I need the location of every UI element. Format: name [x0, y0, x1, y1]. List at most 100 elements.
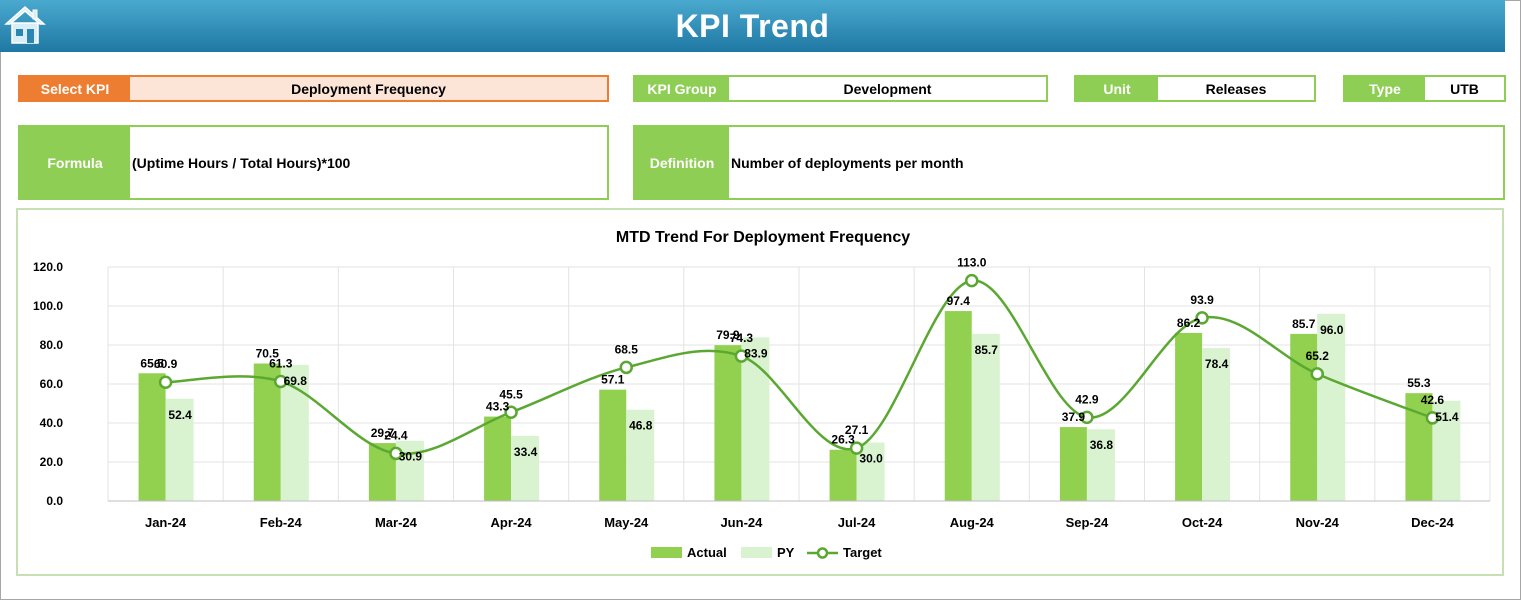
target-point — [1425, 411, 1440, 425]
header-bar: KPI Trend — [0, 0, 1505, 52]
data-label-target: 27.1 — [845, 423, 869, 437]
kpi-group-label: KPI Group — [635, 77, 729, 100]
unit-field: Unit Releases — [1074, 75, 1316, 102]
chart-panel: MTD Trend For Deployment Frequency 65.5 5… — [16, 208, 1504, 576]
bar-actual — [138, 373, 166, 501]
select-kpi-dropdown[interactable]: Deployment Frequency — [130, 77, 607, 100]
target-point — [1310, 367, 1324, 381]
legend-label-actual: Actual — [687, 545, 727, 560]
unit-value: Releases — [1205, 80, 1267, 97]
legend-swatch-actual — [651, 547, 682, 558]
data-label-actual: 55.3 — [1407, 376, 1431, 390]
select-kpi-field: Select KPI Deployment Frequency — [18, 75, 609, 102]
data-label-actual: 70.5 — [256, 347, 280, 361]
data-label-target: 74.3 — [730, 331, 754, 345]
data-label-py: 85.7 — [975, 343, 999, 357]
data-label-target: 65.2 — [1306, 349, 1330, 363]
kpi-group-value: Development — [843, 80, 932, 97]
select-kpi-label: Select KPI — [20, 77, 130, 100]
target-point — [734, 349, 749, 363]
bar-actual — [599, 389, 627, 501]
bar-py — [971, 333, 1000, 501]
data-label-target: 60.9 — [154, 357, 178, 371]
bar-actual — [1175, 332, 1203, 501]
bar-py — [1317, 313, 1346, 501]
type-value: UTB — [1450, 80, 1479, 97]
x-tick-label: Oct-24 — [1182, 515, 1223, 530]
target-point — [274, 374, 288, 389]
x-tick-label: Apr-24 — [490, 515, 532, 530]
x-tick-label: Jun-24 — [720, 515, 763, 530]
bar-actual — [944, 311, 972, 501]
data-label-py: 30.9 — [399, 450, 423, 464]
data-label-py: 33.4 — [514, 445, 538, 459]
data-label-py: 96.0 — [1320, 323, 1344, 337]
legend-label-target: Target — [843, 545, 882, 560]
formula-value: (Uptime Hours / Total Hours)*100 — [132, 154, 351, 171]
x-tick-label: Aug-24 — [950, 515, 995, 530]
type-label: Type — [1345, 77, 1425, 100]
data-label-target: 24.4 — [384, 428, 408, 442]
bar-py — [626, 409, 655, 501]
target-point — [849, 441, 864, 455]
home-icon[interactable] — [4, 4, 46, 46]
x-tick-label: Feb-24 — [260, 515, 303, 530]
mtd-trend-chart: MTD Trend For Deployment Frequency 65.5 5… — [33, 229, 1491, 560]
x-tick-label: Nov-24 — [1296, 515, 1340, 530]
y-tick-label: 80.0 — [40, 338, 64, 352]
y-tick-label: 100.0 — [33, 299, 63, 313]
data-label-py: 51.4 — [1435, 410, 1459, 424]
definition-value: Number of deployments per month — [731, 154, 964, 171]
y-tick-label: 20.0 — [40, 455, 64, 469]
definition-label: Definition — [635, 127, 729, 198]
x-tick-label: Jan-24 — [145, 515, 187, 530]
definition-field: Definition Number of deployments per mon… — [633, 125, 1505, 200]
data-label-actual: 57.1 — [601, 373, 625, 387]
bar-py — [1202, 348, 1231, 501]
data-label-py: 78.4 — [1205, 357, 1229, 371]
bar-actual — [1059, 427, 1087, 501]
data-label-actual: 79.9 — [716, 328, 740, 342]
data-label-py: 83.9 — [744, 346, 768, 360]
x-tick-label: Jul-24 — [838, 515, 876, 530]
y-tick-label: 40.0 — [40, 416, 64, 430]
data-label-target: 113.0 — [957, 256, 987, 270]
target-point — [389, 446, 403, 461]
bar-py — [1086, 429, 1115, 501]
data-label-actual: 97.4 — [947, 294, 971, 308]
data-label-py: 69.8 — [284, 374, 308, 388]
y-tick-label: 0.0 — [46, 494, 63, 508]
x-tick-label: Sep-24 — [1066, 515, 1109, 530]
bar-actual — [484, 416, 512, 501]
target-point — [619, 360, 633, 375]
data-label-actual: 86.2 — [1177, 316, 1201, 330]
data-label-target: 68.5 — [615, 342, 639, 356]
page-title: KPI Trend — [675, 7, 830, 44]
y-tick-label: 60.0 — [40, 377, 64, 391]
data-label-target: 45.5 — [499, 387, 523, 401]
data-label-actual: 29.7 — [371, 426, 395, 440]
target-point — [1195, 311, 1209, 325]
data-label-target: 42.6 — [1421, 393, 1445, 407]
data-label-py: 30.0 — [859, 452, 883, 466]
formula-label: Formula — [20, 127, 130, 198]
formula-field: Formula (Uptime Hours / Total Hours)*100 — [18, 125, 609, 200]
y-tick-label: 120.0 — [33, 260, 63, 274]
bar-actual — [1405, 393, 1433, 501]
x-tick-label: Mar-24 — [375, 515, 418, 530]
data-label-actual: 43.3 — [486, 400, 510, 414]
data-label-actual: 26.3 — [831, 433, 855, 447]
legend-swatch-py — [741, 547, 772, 558]
data-label-target: 42.9 — [1075, 392, 1099, 406]
x-tick-label: May-24 — [604, 515, 649, 530]
data-label-py: 36.8 — [1090, 438, 1114, 452]
bar-actual — [829, 449, 857, 501]
data-label-target: 61.3 — [269, 356, 293, 370]
x-tick-label: Dec-24 — [1411, 515, 1454, 530]
bar-actual — [714, 345, 742, 501]
target-point — [504, 405, 518, 420]
data-label-actual: 85.7 — [1292, 317, 1316, 331]
data-label-py: 46.8 — [629, 419, 653, 433]
data-label-actual: 37.9 — [1062, 410, 1086, 424]
chart-title: MTD Trend For Deployment Frequency — [616, 229, 910, 246]
